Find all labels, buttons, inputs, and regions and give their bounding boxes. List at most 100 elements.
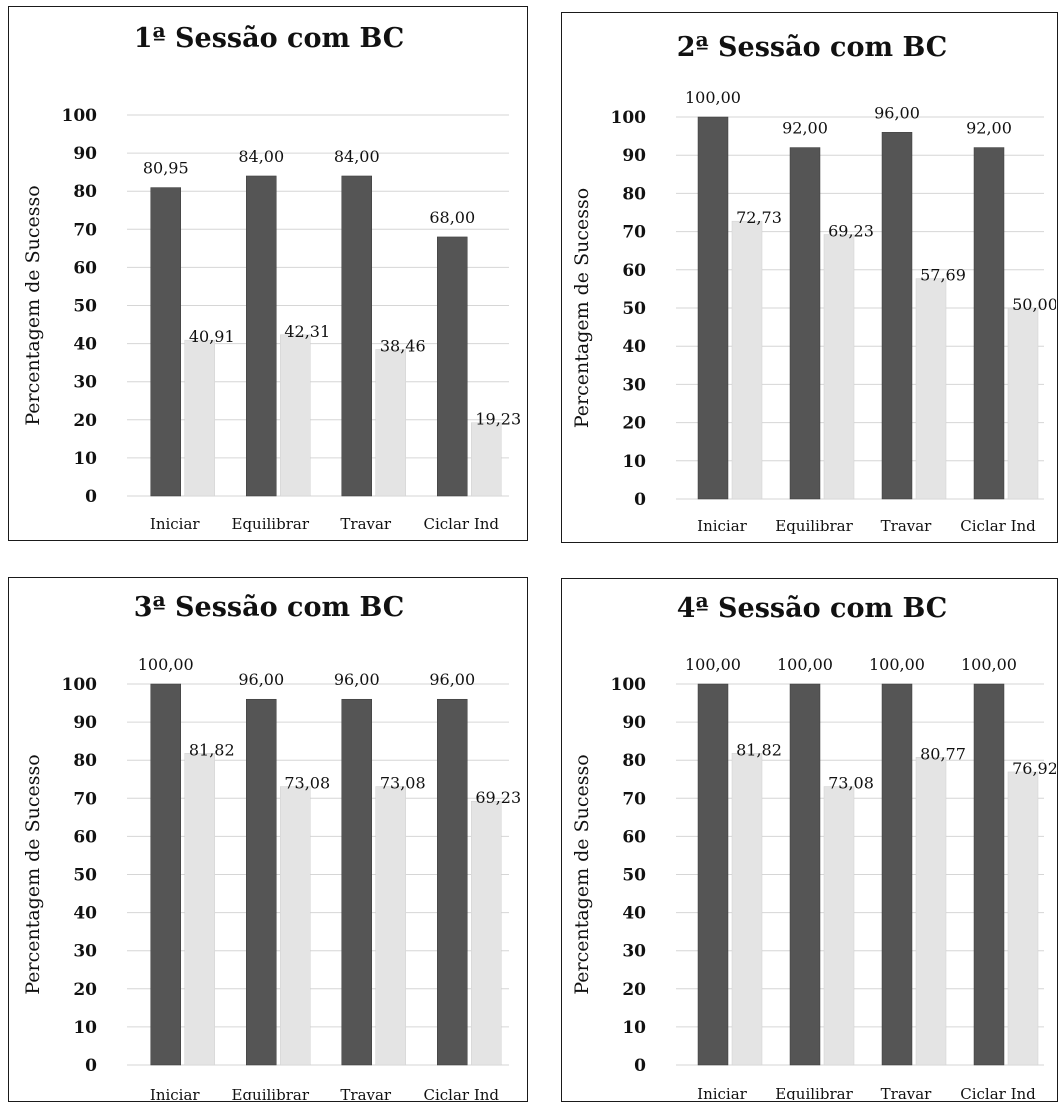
data-label: 73,08 (284, 774, 330, 793)
x-tick-label: Travar (340, 515, 392, 533)
y-tick-label: 90 (622, 713, 646, 733)
y-tick-label: 10 (73, 1018, 97, 1038)
y-axis-label: Percentagem de Sucesso (22, 185, 44, 425)
y-axis-label: Percentagem de Sucesso (571, 188, 593, 428)
y-tick-label: 80 (622, 184, 646, 204)
bar-dark (246, 698, 277, 1066)
y-tick-label: 70 (622, 223, 646, 243)
x-tick-label: Equilibrar (775, 1085, 853, 1100)
bar-light (184, 753, 215, 1066)
chart-panel-session-2: 2ª Sessão com BC Percentagem de Sucesso 0 1… (561, 12, 1058, 543)
bar-light (184, 339, 215, 497)
bar-dark (341, 698, 372, 1066)
bar-dark (150, 187, 181, 497)
data-label: 96,00 (334, 670, 380, 689)
bar-dark (150, 683, 181, 1066)
bar-light (471, 800, 502, 1066)
bar-light (731, 753, 763, 1066)
y-tick-label: 50 (622, 866, 646, 886)
data-label: 19,23 (475, 410, 521, 429)
bar-light (471, 422, 502, 497)
y-tick-label: 0 (85, 487, 97, 507)
data-label: 96,00 (874, 103, 920, 122)
chart-title: 4ª Sessão com BC (677, 593, 948, 624)
y-tick-label: 20 (622, 980, 646, 1000)
bar-light (1007, 771, 1039, 1066)
y-tick-label: 70 (622, 789, 646, 809)
data-label: 96,00 (238, 670, 284, 689)
x-tick-label: Travar (881, 517, 933, 535)
chart-panel-session-3: 3ª Sessão com BC Percentagem de Sucesso 0 1… (8, 577, 528, 1104)
x-tick-label: Ciclar Ind (960, 517, 1036, 535)
y-tick-label: 70 (73, 789, 97, 809)
y-tick-label: 30 (622, 942, 646, 962)
y-tick-label: 90 (73, 713, 97, 733)
data-label: 42,31 (284, 322, 330, 341)
data-label: 69,23 (475, 788, 521, 807)
y-tick-label: 40 (622, 904, 646, 924)
y-tick-label: 20 (73, 980, 97, 1000)
y-tick-label: 40 (622, 337, 646, 357)
bar-dark (437, 698, 468, 1066)
bar-light (915, 757, 947, 1066)
bar-light (1007, 307, 1039, 500)
y-tick-label: 100 (62, 675, 98, 695)
bar-dark (881, 132, 913, 500)
bar-dark (341, 175, 372, 497)
y-tick-label: 30 (73, 373, 97, 393)
y-tick-label: 90 (73, 144, 97, 164)
y-tick-label: 20 (622, 414, 646, 434)
x-tick-label: Iniciar (150, 515, 201, 533)
data-label: 100,00 (961, 655, 1017, 674)
y-tick-label: 40 (73, 904, 97, 924)
y-tick-label: 0 (634, 1056, 646, 1076)
bar-chart-session-3: 3ª Sessão com BC Percentagem de Sucesso 0 1… (22, 592, 521, 1104)
x-tick-label: Ciclar Ind (423, 515, 499, 533)
data-label: 92,00 (782, 119, 828, 138)
data-label: 92,00 (966, 119, 1012, 138)
bar-light (375, 349, 406, 497)
chart-title: 3ª Sessão com BC (134, 592, 405, 623)
chart-panel-session-1: 1ª Sessão com BC Percentagem de Sucesso 0 1… (8, 6, 528, 541)
y-tick-label: 50 (73, 866, 97, 886)
bar-light (823, 234, 855, 500)
y-tick-label: 60 (73, 258, 97, 278)
y-tick-label: 60 (622, 261, 646, 281)
data-label: 100,00 (138, 655, 194, 674)
y-axis-label: Percentagem de Sucesso (22, 754, 44, 994)
y-tick-label: 90 (622, 146, 646, 166)
bar-light (731, 220, 763, 500)
x-tick-label: Equilibrar (232, 515, 310, 533)
data-label: 100,00 (685, 655, 741, 674)
data-label: 57,69 (920, 266, 966, 285)
bar-dark (697, 116, 729, 500)
y-tick-label: 40 (73, 335, 97, 355)
y-tick-label: 50 (622, 299, 646, 319)
x-tick-label: Iniciar (697, 517, 748, 535)
data-label: 81,82 (736, 740, 782, 759)
y-tick-label: 70 (73, 220, 97, 240)
x-tick-label: Travar (881, 1085, 933, 1100)
bar-light (915, 278, 947, 500)
chart-title: 2ª Sessão com BC (677, 32, 948, 63)
bar-light (280, 786, 311, 1066)
x-tick-label: Ciclar Ind (960, 1085, 1036, 1100)
y-tick-label: 10 (73, 449, 97, 469)
bar-light (375, 786, 406, 1066)
chart-panel-session-4: 4ª Sessão com BC Percentagem de Sucesso 0 1… (561, 578, 1058, 1103)
x-tick-label: Iniciar (697, 1085, 748, 1100)
bar-chart-session-2: 2ª Sessão com BC Percentagem de Sucesso 0 1… (571, 32, 1058, 535)
data-label: 84,00 (238, 147, 284, 166)
data-label: 73,08 (828, 774, 874, 793)
y-tick-label: 100 (62, 106, 98, 126)
data-label: 73,08 (380, 774, 426, 793)
x-tick-label: Travar (340, 1086, 392, 1100)
data-label: 38,46 (380, 336, 426, 355)
y-tick-label: 80 (73, 182, 97, 202)
y-tick-label: 30 (622, 375, 646, 395)
y-tick-label: 80 (622, 751, 646, 771)
y-tick-label: 50 (73, 297, 97, 317)
data-label: 81,82 (189, 740, 235, 759)
y-tick-label: 80 (73, 751, 97, 771)
data-label: 76,92 (1012, 759, 1056, 778)
